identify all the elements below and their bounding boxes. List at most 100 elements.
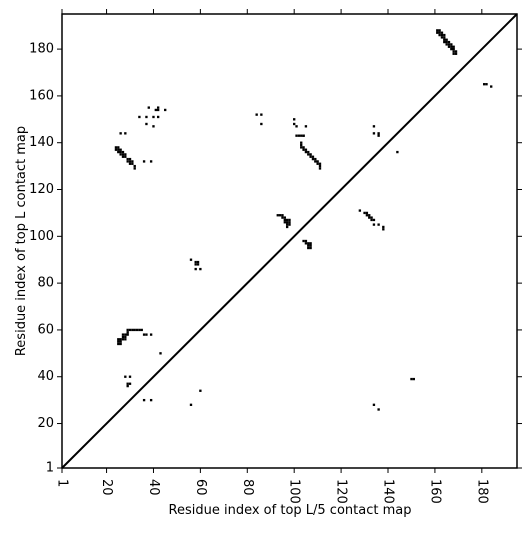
contact-point: [307, 150, 310, 154]
contact-point: [440, 36, 444, 39]
contact-point: [119, 132, 122, 135]
contact-point: [297, 134, 301, 137]
x-axis-ticks: 1 20 40 60 80 100 120 140 160 180: [55, 9, 489, 504]
x-tick-label: 160: [427, 479, 442, 504]
contact-point: [300, 141, 303, 144]
contact-point: [194, 260, 197, 264]
contact-point: [293, 118, 296, 121]
contact-point: [309, 246, 312, 250]
contact-point: [140, 328, 143, 332]
contact-point: [278, 214, 282, 217]
contact-point: [126, 157, 129, 161]
contact-point: [452, 45, 455, 48]
contact-point: [128, 382, 132, 385]
contact-point: [309, 244, 312, 247]
contact-point: [119, 148, 122, 151]
contact-point: [372, 132, 376, 135]
y-axis-label: Residue index of top L contact map: [14, 126, 29, 356]
contact-point: [119, 153, 122, 156]
contact-point: [281, 214, 284, 217]
contact-point: [119, 150, 122, 154]
contact-point: [281, 216, 284, 219]
contact-point: [189, 258, 193, 261]
contact-point: [450, 47, 453, 51]
contact-point: [377, 223, 380, 226]
contact-point: [300, 146, 303, 149]
contact-point: [309, 242, 312, 245]
contact-point: [370, 216, 373, 219]
contact-point: [436, 31, 439, 34]
contact-point: [293, 122, 296, 126]
contact-point: [128, 162, 132, 165]
contact-point: [382, 228, 385, 231]
x-axis-label: Residue index of top L/5 contact map: [169, 503, 412, 518]
y-tick-label: 140: [29, 135, 54, 150]
contact-point: [443, 36, 446, 39]
contact-point: [440, 31, 444, 34]
contact-point: [121, 338, 125, 341]
contact-point: [128, 157, 132, 161]
contact-point: [304, 148, 308, 151]
contact-point: [126, 333, 129, 336]
contact-point: [485, 83, 488, 86]
contact-point: [156, 106, 160, 109]
contact-point: [452, 47, 455, 51]
contact-point: [300, 134, 303, 137]
contact-point: [189, 403, 193, 406]
contact-point: [121, 333, 125, 336]
y-tick-label: 100: [29, 229, 54, 244]
contact-point: [119, 340, 122, 343]
contact-point: [199, 267, 202, 271]
contact-point: [117, 342, 120, 346]
contact-point: [149, 398, 153, 402]
contact-point: [147, 106, 150, 109]
contact-point: [124, 338, 127, 341]
contact-point: [304, 150, 308, 154]
contact-point: [128, 160, 132, 163]
contact-point: [126, 384, 129, 388]
contact-point: [452, 52, 455, 55]
contact-point: [124, 333, 127, 336]
contact-point: [133, 167, 136, 170]
contact-point: [117, 150, 120, 154]
contact-point: [142, 333, 146, 336]
contact-point: [443, 38, 446, 41]
contact-point: [145, 122, 148, 126]
contact-point: [119, 342, 122, 346]
contact-point: [131, 160, 134, 163]
y-tick-label: 1: [46, 461, 54, 476]
contact-point: [311, 155, 315, 158]
y-tick-label: 20: [37, 416, 54, 431]
contact-point: [131, 162, 134, 165]
contact-point: [302, 146, 305, 149]
x-tick-label: 140: [381, 479, 396, 504]
contact-point: [124, 153, 127, 156]
contact-point: [121, 153, 125, 156]
contact-point: [309, 155, 312, 158]
contact-point: [318, 164, 322, 168]
contact-point: [365, 214, 369, 217]
contact-point: [126, 382, 129, 385]
contact-point: [382, 225, 385, 229]
contact-point: [309, 153, 312, 156]
contact-point: [365, 211, 369, 215]
contact-point: [438, 29, 441, 32]
contact-point: [135, 328, 139, 332]
contact-point: [149, 160, 153, 163]
contact-point: [396, 150, 399, 154]
contact-point: [124, 375, 127, 378]
contact-point: [368, 216, 371, 219]
contact-point: [152, 115, 155, 119]
contact-point: [283, 218, 286, 222]
contact-point: [377, 134, 380, 137]
x-tick-label: 100: [287, 479, 302, 504]
contact-point: [117, 338, 120, 341]
contact-point: [114, 148, 118, 151]
contact-point: [276, 214, 279, 217]
contact-point: [302, 239, 305, 243]
contact-point: [145, 333, 148, 336]
contact-point: [304, 242, 308, 245]
contact-point: [304, 125, 308, 128]
diagonal-line: [61, 13, 518, 469]
